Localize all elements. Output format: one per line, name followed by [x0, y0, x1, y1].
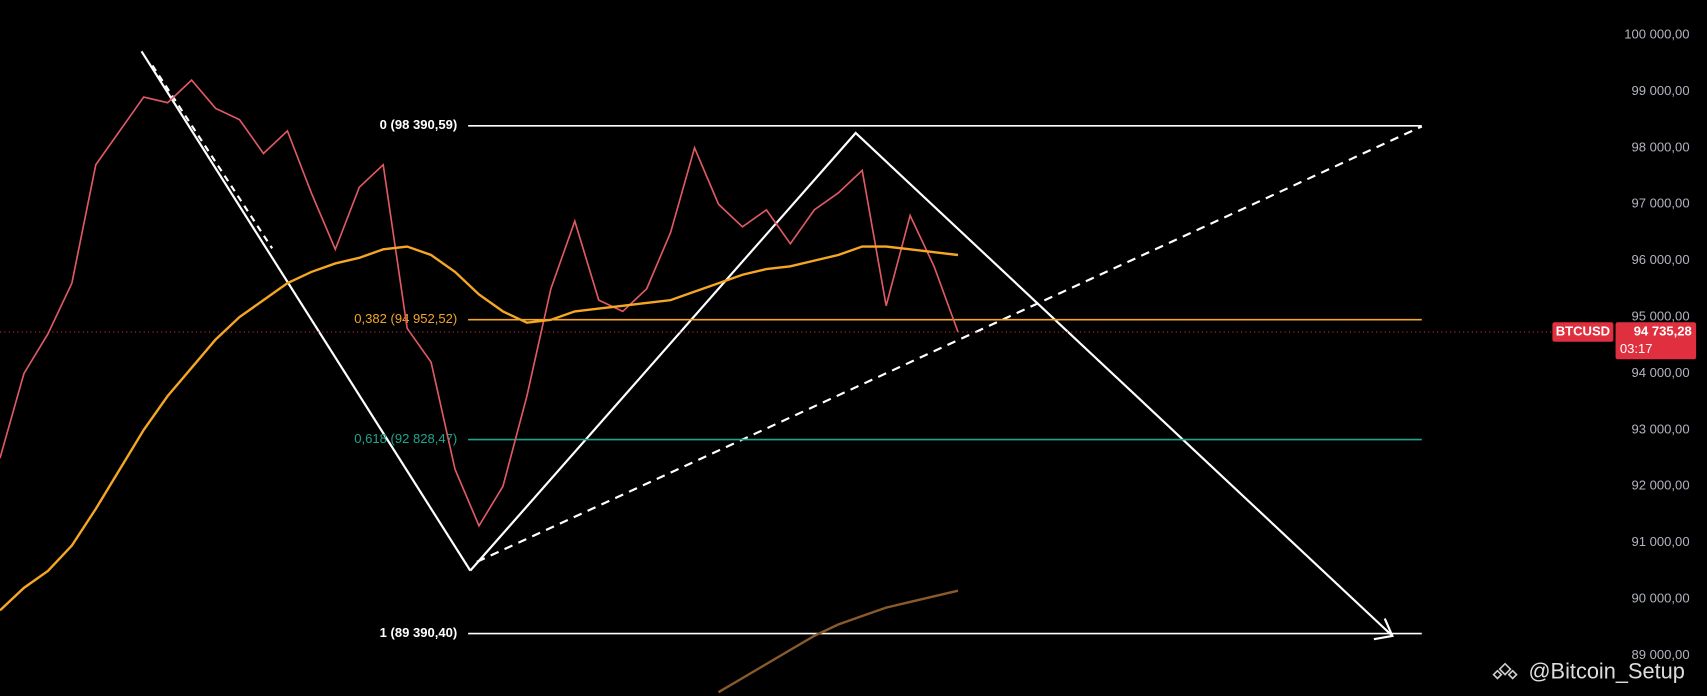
symbol-label: BTCUSD: [1556, 323, 1610, 338]
y-tick-label: 95 000,00: [1632, 309, 1690, 324]
drawing-line: [140, 50, 472, 572]
price-box: [1615, 322, 1697, 360]
y-tick-label: 89 000,00: [1632, 647, 1690, 662]
y-tick-label: 97 000,00: [1632, 196, 1690, 211]
y-tick-label: 100 000,00: [1624, 26, 1689, 41]
y-tick-label: 98 000,00: [1632, 139, 1690, 154]
y-tick-label: 99 000,00: [1632, 83, 1690, 98]
drawing-dashed: [151, 64, 274, 249]
watermark: @Bitcoin_Setup: [1528, 659, 1684, 684]
moving-average: [0, 245, 959, 612]
drawing-zigzag: [469, 131, 1393, 636]
fib-label: 1 (89 390,40): [380, 625, 458, 640]
moving-average: [717, 589, 959, 694]
y-tick-label: 96 000,00: [1632, 252, 1690, 267]
y-tick-label: 91 000,00: [1632, 534, 1690, 549]
fib-label: 0,618 (92 828,47): [354, 431, 457, 446]
drawing-arrowhead: [1373, 618, 1394, 641]
y-tick-label: 94 000,00: [1632, 365, 1690, 380]
last-price-label: 94 735,28: [1634, 323, 1692, 338]
y-tick-label: 93 000,00: [1632, 421, 1690, 436]
countdown: 03:17: [1620, 341, 1653, 356]
symbol-box: [1552, 322, 1614, 342]
watermark-icon: [1492, 662, 1518, 680]
price-line: [0, 78, 959, 528]
y-tick-label: 92 000,00: [1632, 478, 1690, 493]
drawing-dashed-trend: [476, 125, 1423, 563]
fib-label: 0 (98 390,59): [380, 117, 458, 132]
y-tick-label: 90 000,00: [1632, 591, 1690, 606]
drawings: [140, 50, 1423, 641]
